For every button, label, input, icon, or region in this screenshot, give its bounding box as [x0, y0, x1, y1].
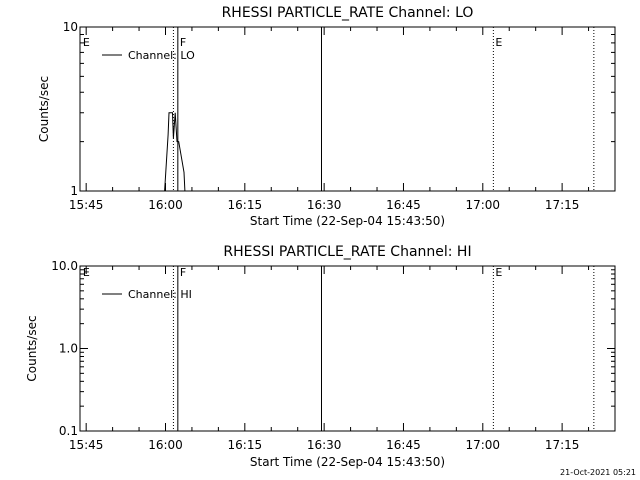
- panel-1-event-marker-label: E: [83, 36, 90, 49]
- panel-2-legend-entry: Channel: HI: [128, 288, 192, 301]
- panel-2-x-tick-label: 17:15: [545, 438, 580, 452]
- panel-1-x-tick-label: 17:15: [545, 198, 580, 212]
- panel-2-x-axis-label: Start Time (22-Sep-04 15:43:50): [250, 455, 445, 469]
- panel-1-x-tick-label: 15:45: [69, 198, 104, 212]
- panel-2-y-axis-label: Counts/sec: [25, 315, 39, 381]
- panel-1-series-line: [164, 112, 186, 192]
- panel-2-x-tick-label: 16:30: [307, 438, 342, 452]
- panel-2-x-tick-label: 16:45: [386, 438, 421, 452]
- panel-1-y-tick-label: 1: [70, 184, 78, 198]
- panel-2-x-tick-label: 17:00: [465, 438, 500, 452]
- panel-1-x-tick-label: 16:30: [307, 198, 342, 212]
- panel-1-y-tick-label: 10: [63, 20, 78, 34]
- panel-2-event-marker-label: F: [180, 266, 186, 279]
- panel-2-x-tick-label: 16:00: [148, 438, 183, 452]
- panel-1-plot-frame: [79, 26, 616, 192]
- panel-2-y-tick-label: 0.1: [59, 424, 78, 438]
- panel-1-x-tick-label: 16:45: [386, 198, 421, 212]
- panel-1-event-marker-label: E: [495, 36, 502, 49]
- panel-1-y-axis-label: Counts/sec: [37, 76, 51, 142]
- panel-1-event-marker-label: F: [180, 36, 186, 49]
- panel-2-event-marker-label: E: [495, 266, 502, 279]
- panel-1-legend-entry: Channel: LO: [128, 49, 195, 62]
- panel-2-x-tick-label: 15:45: [69, 438, 104, 452]
- panel-2-x-tick-label: 16:15: [228, 438, 263, 452]
- panel-2-y-tick-label: 10.0: [51, 259, 78, 273]
- panel-1-x-tick-label: 17:00: [465, 198, 500, 212]
- panel-2-event-marker-label: E: [83, 266, 90, 279]
- panel-1-chart-title: RHESSI PARTICLE_RATE Channel: LO: [222, 5, 474, 21]
- panel-1-x-tick-label: 16:15: [228, 198, 263, 212]
- timestamp: 21-Oct-2021 05:21: [560, 468, 636, 477]
- panel-1-x-axis-label: Start Time (22-Sep-04 15:43:50): [250, 214, 445, 228]
- panel-2-chart-title: RHESSI PARTICLE_RATE Channel: HI: [223, 244, 471, 260]
- panel-2-y-tick-label: 1.0: [59, 342, 78, 356]
- panel-1-x-tick-label: 16:00: [148, 198, 183, 212]
